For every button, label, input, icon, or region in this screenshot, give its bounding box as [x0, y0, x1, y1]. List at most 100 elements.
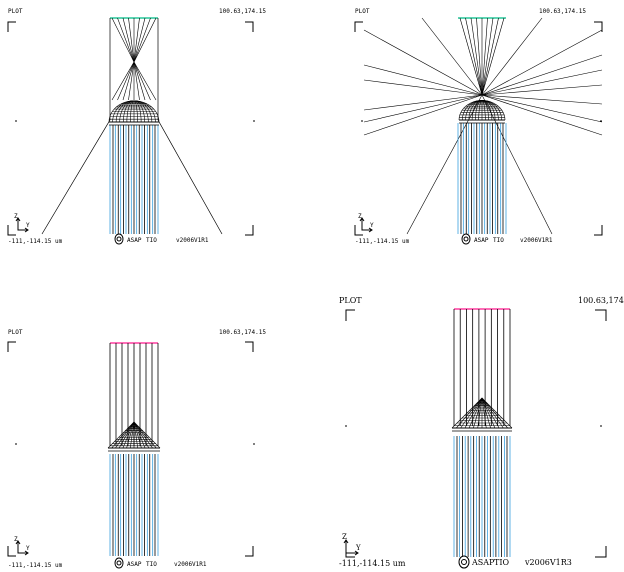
mesh-line	[133, 421, 142, 449]
plot-panel-2: PLOT 100.63,174.15 Z Y -111,-114.15 um A…	[312, 0, 624, 286]
plot-1-asap-logo	[114, 233, 124, 245]
plot-4-label: PLOT	[339, 296, 362, 305]
mesh-line	[478, 100, 483, 120]
plot-1-dome-mesh	[108, 100, 160, 126]
mesh-line	[133, 421, 150, 449]
mesh-line	[133, 100, 138, 123]
ray	[133, 61, 151, 101]
plot-2-asap-logo	[461, 233, 471, 245]
mesh-line	[133, 421, 138, 449]
plot-1-tag: TIO	[146, 237, 157, 244]
plot-4-coord-bottom: -111,-114.15 um	[339, 559, 406, 568]
mesh-line	[119, 100, 135, 123]
ray	[133, 61, 140, 101]
plot-4-version: v2006V1R3	[524, 558, 572, 567]
plot-2-rays	[363, 17, 603, 235]
ray	[481, 94, 603, 105]
plot-3-coord-top: 100.63,174.15	[219, 329, 266, 336]
mesh-line	[130, 100, 135, 123]
plot-panel-1: PLOT 100.63,174.15 Z Y -111,-114.15 um A…	[0, 0, 312, 286]
mesh-line	[468, 397, 483, 429]
ray	[421, 17, 483, 96]
plot-4-rays	[453, 308, 511, 426]
ray	[481, 17, 499, 96]
mesh-line	[481, 397, 491, 429]
plot-3-axis-z: Z	[14, 536, 18, 543]
plot-4-tag: TIO	[494, 558, 509, 567]
mesh-line	[481, 100, 489, 121]
plot-1-axis-y: Y	[26, 222, 30, 229]
ray	[481, 17, 488, 96]
plot-2-label: PLOT	[355, 8, 370, 15]
ray	[481, 17, 505, 96]
plot-3-cone-mesh	[107, 421, 161, 452]
ray	[481, 29, 603, 96]
mesh-line	[481, 100, 506, 121]
mesh-line	[115, 421, 135, 449]
ray	[122, 61, 135, 101]
mesh-line	[133, 421, 146, 449]
mesh-line	[126, 100, 135, 122]
mesh-line	[111, 421, 135, 449]
plot-2-coord-bottom: -111,-114.15 um	[355, 238, 410, 245]
mesh-line	[133, 100, 160, 123]
plot-1-canvas: PLOT 100.63,174.15 Z Y -111,-114.15 um A…	[7, 8, 266, 245]
ray	[133, 17, 157, 63]
ray	[481, 84, 603, 96]
mesh-line	[118, 421, 135, 449]
mesh-line	[133, 100, 142, 122]
ray	[363, 79, 483, 96]
plot-1-version: v2006V1R1	[176, 237, 209, 244]
ray	[406, 94, 483, 235]
mesh-line	[122, 421, 135, 449]
mesh-line	[133, 421, 153, 449]
ray	[117, 61, 135, 101]
ray	[111, 17, 135, 63]
plot-3-program: ASAP	[127, 561, 142, 568]
mesh-line	[481, 397, 508, 429]
ray	[363, 94, 483, 136]
mesh-line	[471, 100, 483, 121]
plot-4-coord-top: 100.63,174.15	[578, 296, 624, 305]
plot-panel-4: PLOT 100.63,174.15 Z Y -111,-114.15 um A…	[312, 286, 624, 572]
plot-3-pillars	[109, 454, 159, 556]
plot-2-program: ASAP	[474, 237, 489, 244]
ray	[481, 54, 603, 96]
mesh-line	[451, 397, 483, 429]
mesh-line	[481, 397, 504, 429]
ray	[465, 17, 483, 96]
plot-2-tag: TIO	[493, 237, 504, 244]
mesh-line	[107, 421, 135, 449]
plot-2-axis-y: Y	[370, 222, 374, 229]
mesh-line	[481, 397, 500, 429]
plot-4-pillars	[453, 436, 511, 557]
ray	[481, 17, 543, 96]
ray	[481, 94, 553, 235]
ray	[363, 29, 483, 96]
plot-2-axis-z: Z	[358, 213, 362, 220]
ray	[363, 94, 483, 111]
plot-3-axis-y: Y	[26, 545, 30, 552]
mesh-line	[115, 100, 135, 123]
mesh-line	[133, 421, 161, 449]
ray	[459, 17, 483, 96]
plot-3-asap-logo	[114, 557, 124, 569]
plot-3-tag: TIO	[146, 561, 157, 568]
mesh-line	[468, 100, 483, 121]
ray	[133, 17, 146, 63]
ray	[41, 119, 111, 235]
plot-4-program: ASAP	[471, 558, 495, 567]
ray	[133, 61, 146, 101]
mesh-line	[473, 397, 483, 429]
mesh-line	[133, 421, 157, 449]
mesh-line	[130, 421, 135, 449]
plot-1-frame-corners	[7, 21, 254, 236]
plot-2-canvas: PLOT 100.63,174.15 Z Y -111,-114.15 um A…	[354, 8, 603, 245]
plot-1-coord-bottom: -111,-114.15 um	[8, 238, 63, 245]
mesh-line	[464, 397, 483, 429]
plot-4-asap-logo	[458, 555, 470, 569]
plot-4-axis-triad	[343, 539, 359, 556]
plot-panel-3: PLOT 100.63,174.15 Z Y -111,-114.15 um A…	[0, 286, 312, 572]
ray	[363, 94, 483, 123]
mesh-line	[460, 397, 483, 429]
